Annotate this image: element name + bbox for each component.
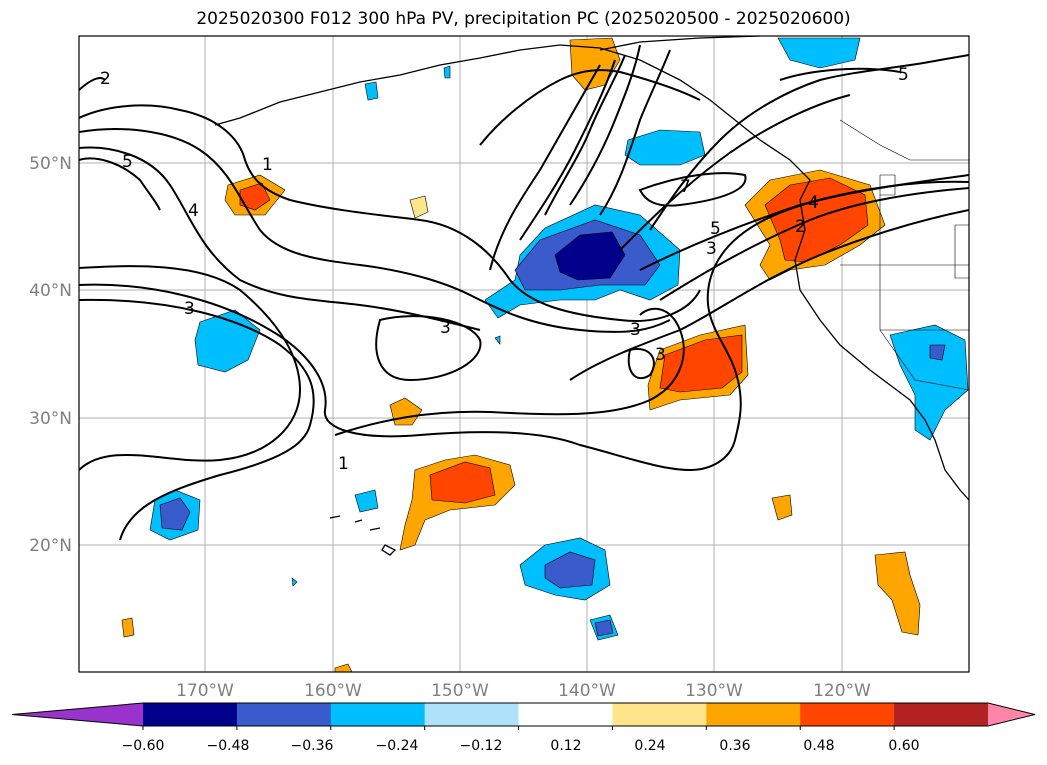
precip-negative-canada xyxy=(777,37,861,69)
lat-label: 30°N xyxy=(29,409,72,429)
contour-label: 3 xyxy=(706,239,717,259)
contour-label: 5 xyxy=(122,152,133,172)
contour-label: 4 xyxy=(188,201,199,221)
lon-label: 170°W xyxy=(176,681,234,701)
borders xyxy=(839,119,969,391)
colorbar-segment xyxy=(706,703,801,726)
lat-label: 50°N xyxy=(29,154,72,174)
colorbar-segment xyxy=(518,703,613,726)
lon-label: 160°W xyxy=(304,681,362,701)
contour-label: 2 xyxy=(100,69,111,89)
colorbar-extend-min xyxy=(12,703,143,726)
colorbar-tick-label: −0.60 xyxy=(122,738,165,754)
colorbar-segment xyxy=(424,703,520,726)
colorbar-tick-label: 0.36 xyxy=(719,738,750,754)
lat-labels: 50°N 40°N 30°N 20°N xyxy=(29,154,72,556)
contour-label: 5 xyxy=(710,219,721,239)
precip-positive-mexico xyxy=(874,551,921,636)
map-frame xyxy=(78,35,970,673)
precip-shading xyxy=(121,37,969,672)
colorbar-tick-label: 0.60 xyxy=(888,738,919,754)
lat-label: 20°N xyxy=(29,536,72,556)
contour-label: 2 xyxy=(795,217,806,237)
colorbar-tick-label: −0.24 xyxy=(376,738,419,754)
lon-label: 150°W xyxy=(431,681,489,701)
map-title: 2025020300 F012 300 hPa PV, precipitatio… xyxy=(196,9,851,29)
colorbar-segment xyxy=(143,703,238,726)
colorbar-tick-label: 0.48 xyxy=(803,738,834,754)
contour-labels: 2 5 1 4 3 3 3 1 7 5 3 4 2 5 3 xyxy=(100,65,909,474)
colorbar-segment xyxy=(800,703,895,726)
colorbar-segment xyxy=(894,703,989,726)
colorbar-tick-label: 0.24 xyxy=(634,738,665,754)
pv-contours xyxy=(79,44,969,541)
colorbar-ticks: −0.60 −0.48 −0.36 −0.24 −0.12 0.12 0.24 … xyxy=(122,738,920,754)
contour-label: 7 xyxy=(680,177,691,197)
contour-label: 3 xyxy=(630,320,641,340)
lon-labels: 170°W 160°W 150°W 140°W 130°W 120°W xyxy=(176,681,871,701)
colorbar-segment xyxy=(330,703,426,726)
lat-label: 40°N xyxy=(29,281,72,301)
contour-label: 3 xyxy=(655,345,666,365)
contour-label: 4 xyxy=(808,193,819,213)
contour-label: 3 xyxy=(184,299,195,319)
colorbar-tick-label: 0.12 xyxy=(550,738,581,754)
contour-label: 5 xyxy=(898,65,909,85)
colorbar-extend-max xyxy=(988,703,1035,726)
contour-label: 1 xyxy=(338,454,349,474)
colorbar-tick-label: −0.12 xyxy=(460,738,503,754)
colorbar xyxy=(11,702,1036,730)
colorbar-tick-label: −0.48 xyxy=(207,738,250,754)
coastlines xyxy=(214,36,969,556)
colorbar-segment xyxy=(612,703,707,726)
colorbar-segment xyxy=(236,703,332,726)
lon-label: 120°W xyxy=(813,681,871,701)
lon-label: 130°W xyxy=(685,681,743,701)
contour-label: 1 xyxy=(262,155,273,175)
colorbar-tick-label: −0.36 xyxy=(291,738,334,754)
lon-label: 140°W xyxy=(558,681,616,701)
contour-label: 3 xyxy=(440,318,451,338)
